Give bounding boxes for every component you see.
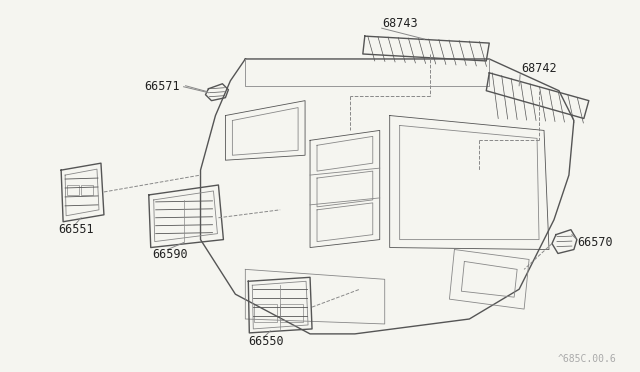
- Text: 68742: 68742: [521, 62, 557, 76]
- Text: 66551: 66551: [58, 223, 94, 236]
- Text: 66571: 66571: [144, 80, 179, 93]
- Bar: [254, 304, 277, 322]
- Text: 66570: 66570: [577, 236, 612, 249]
- Text: 68743: 68743: [383, 17, 419, 30]
- Text: 66590: 66590: [153, 248, 188, 261]
- Bar: [81, 185, 93, 195]
- Text: ^685C.00.6: ^685C.00.6: [558, 354, 617, 364]
- Text: 66550: 66550: [248, 335, 284, 348]
- Bar: [280, 304, 303, 322]
- Bar: [67, 185, 79, 195]
